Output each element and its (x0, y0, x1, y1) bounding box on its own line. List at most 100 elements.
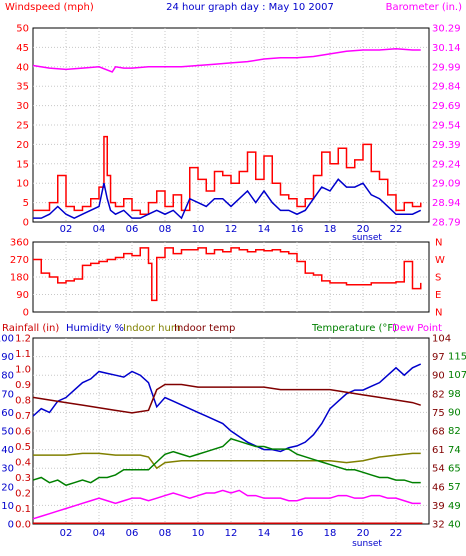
temperature-tick: 54 (432, 464, 445, 475)
rainfall-tick-labels: 0.0 0.1 0.2 0.3 0.4 0.5 0.6 0.7 0.8 0.9 1.0 1.1 1.2 (15, 334, 31, 531)
x-tick-label: 16 (291, 528, 304, 539)
rainfall-tick: 0.0 (15, 520, 31, 531)
legend-indoor-temp: Indoor temp (174, 323, 235, 334)
wind-baro-x-tick-labels: 02 04 06 08 10 12 14 16 18 20 22 (60, 224, 403, 235)
windspeed-tick: 30 (16, 101, 29, 112)
x-tick-label: 10 (192, 528, 205, 539)
temperature-tick: 90 (432, 371, 445, 382)
barometer-tick: 29.84 (432, 82, 461, 93)
windspeed-tick: 15 (16, 159, 29, 170)
rainfall-tick: 0.4 (15, 458, 31, 469)
barometer-axis-label: Barometer (in.) (386, 2, 462, 13)
barometer-tick: 30.29 (432, 24, 461, 35)
humidity-tick: 30 (1, 464, 14, 475)
temperature-tick: 32 (432, 520, 445, 531)
direction-tick: 90 (16, 290, 29, 301)
x-tick-label: 04 (93, 224, 106, 235)
direction-tick: 270 (10, 255, 29, 266)
barometer-tick: 29.69 (432, 101, 461, 112)
humidity-tick: 0 (8, 520, 14, 531)
barometer-tick: 29.54 (432, 121, 461, 132)
x-tick-label: 10 (192, 224, 205, 235)
sunset-label-bottom: sunset (352, 539, 382, 549)
x-tick-label: 14 (258, 224, 271, 235)
rainfall-tick: 1.1 (15, 349, 31, 360)
indoor_hum-series-line (33, 452, 421, 470)
barometer-tick: 29.24 (432, 159, 461, 170)
x-tick-label: 14 (258, 528, 271, 539)
temp-hum-series (32, 363, 423, 524)
humidity-tick: 90 (1, 352, 14, 363)
windspeed-tick: 50 (16, 24, 29, 35)
x-tick-label: 12 (225, 224, 238, 235)
barometer-tick: 28.94 (432, 198, 461, 209)
windspeed-tick: 40 (16, 62, 29, 73)
x-tick-label: 22 (390, 224, 403, 235)
temperature-green-tick: 98 (448, 389, 461, 400)
humidity-tick: 100 (0, 334, 14, 345)
direction-tick: 0 (23, 308, 29, 319)
rainfall-tick: 0.1 (15, 504, 31, 515)
x-tick-label: 08 (159, 528, 172, 539)
temperature-green-tick: 115 (448, 352, 466, 363)
humidity-tick-labels: 0 10 20 30 40 50 60 70 80 90 100 (0, 334, 14, 531)
rainfall-tick: 0.8 (15, 396, 31, 407)
windspeed-axis-label: Windspeed (mph) (5, 2, 94, 13)
compass-tick: W (435, 255, 445, 266)
temperature-tick-labels: 32 39 46 54 61 68 75 82 90 97 104 (432, 334, 451, 531)
rainfall-tick: 0.2 (15, 489, 31, 500)
x-tick-label: 12 (225, 528, 238, 539)
temperature-tick: 68 (432, 427, 445, 438)
compass-tick: E (435, 290, 441, 301)
legend-indoor-hum: Indoor hum (123, 323, 181, 334)
windspeed-tick: 25 (16, 121, 29, 132)
compass-tick: S (435, 273, 441, 284)
barometer-tick: 28.79 (432, 218, 461, 229)
rainfall-tick: 0.5 (15, 442, 31, 453)
compass-tick: N (435, 238, 442, 249)
temperature-green-tick: 107 (448, 370, 466, 381)
x-tick-label: 20 (357, 224, 370, 235)
temperature-tick: 46 (432, 482, 445, 493)
dew_point-series-line (32, 489, 421, 520)
x-tick-label: 18 (324, 224, 337, 235)
temperature-tick: 75 (432, 408, 445, 419)
windspeed-tick-labels: 0 5 10 15 20 25 30 35 40 45 50 (16, 24, 29, 229)
rainfall-tick: 0.9 (15, 380, 31, 391)
compass-tick: N (435, 308, 442, 319)
rainfall-tick: 0.7 (15, 411, 31, 422)
windspeed-tick: 0 (23, 218, 29, 229)
humidity-tick: 20 (1, 482, 14, 493)
windspeed-tick: 10 (16, 179, 29, 190)
wind-dir-grid (33, 242, 429, 312)
barometer-tick: 30.14 (432, 43, 461, 54)
temperature-green-tick: 74 (448, 445, 461, 456)
avg-series-line (33, 178, 422, 220)
windspeed-tick: 5 (23, 198, 29, 209)
temp-hum-grid (33, 338, 429, 524)
legend-dew-point: Dew Point (392, 323, 442, 334)
windspeed-tick: 45 (16, 43, 29, 54)
temperature-tick: 97 (432, 352, 445, 363)
x-tick-label: 06 (126, 224, 139, 235)
legend-humidity: Humidity % (66, 323, 124, 334)
temperature-tick: 39 (432, 501, 445, 512)
temperature-tick: 82 (432, 389, 445, 400)
x-tick-label: 02 (60, 528, 73, 539)
x-tick-label: 08 (159, 224, 172, 235)
direction-series-line (33, 247, 422, 302)
indoor_temp-series-line (32, 383, 421, 414)
wind-dir-series (33, 247, 422, 302)
rainfall-tick: 1.2 (15, 334, 31, 345)
temp-hum-x-tick-labels: 02 04 06 08 10 12 14 16 18 20 22 (60, 528, 403, 539)
x-tick-label: 06 (126, 528, 139, 539)
sunset-label-top: sunset (352, 233, 382, 243)
humidity-tick: 40 (1, 445, 14, 456)
windspeed-tick: 20 (16, 140, 29, 151)
humidity-tick: 50 (1, 427, 14, 438)
direction-tick: 180 (10, 273, 29, 284)
barometer-tick: 29.39 (432, 140, 461, 151)
temperature-tick: 104 (432, 334, 451, 345)
